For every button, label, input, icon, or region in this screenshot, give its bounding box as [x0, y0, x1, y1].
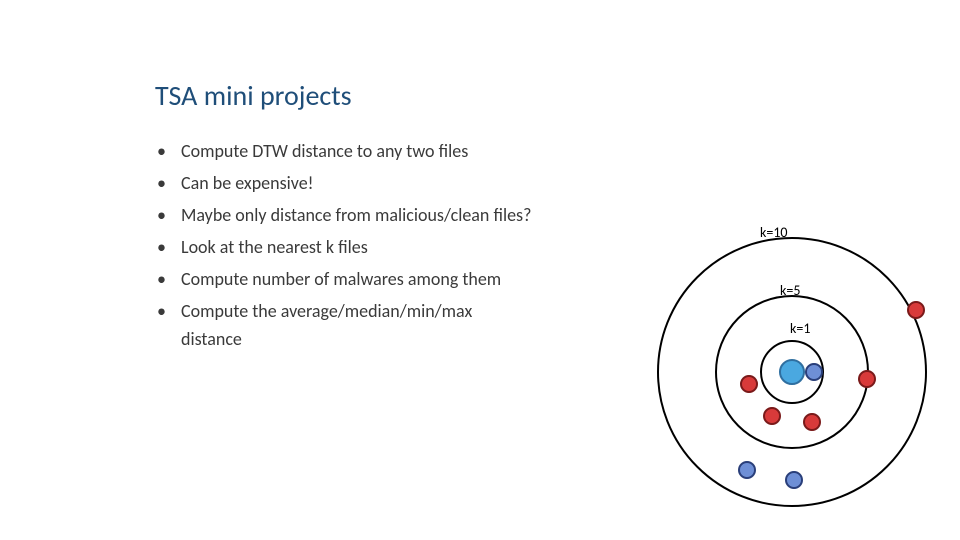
- knn-label: k=5: [780, 282, 800, 299]
- knn-point: [763, 407, 781, 425]
- knn-point: [738, 461, 756, 479]
- bullet-item: Look at the nearest k files: [155, 238, 625, 256]
- slide-title: TSA mini projects: [155, 78, 352, 113]
- bullet-item: Compute DTW distance to any two files: [155, 142, 625, 160]
- knn-point: [858, 370, 876, 388]
- knn-label: k=10: [760, 224, 788, 241]
- bullet-continuation: distance: [155, 330, 625, 348]
- bullet-item: Compute number of malwares among them: [155, 270, 625, 288]
- knn-point: [785, 471, 803, 489]
- knn-center-point: [779, 359, 805, 385]
- bullet-item: Compute the average/median/min/max: [155, 302, 625, 320]
- bullet-item: Can be expensive!: [155, 174, 625, 192]
- knn-diagram: k=10 k=5 k=1: [640, 220, 940, 520]
- knn-point: [907, 301, 925, 319]
- bullet-list: Compute DTW distance to any two files Ca…: [155, 142, 625, 348]
- bullet-item: Maybe only distance from malicious/clean…: [155, 206, 625, 224]
- knn-point: [803, 413, 821, 431]
- knn-point: [740, 375, 758, 393]
- knn-point: [805, 363, 823, 381]
- knn-label: k=1: [790, 320, 810, 337]
